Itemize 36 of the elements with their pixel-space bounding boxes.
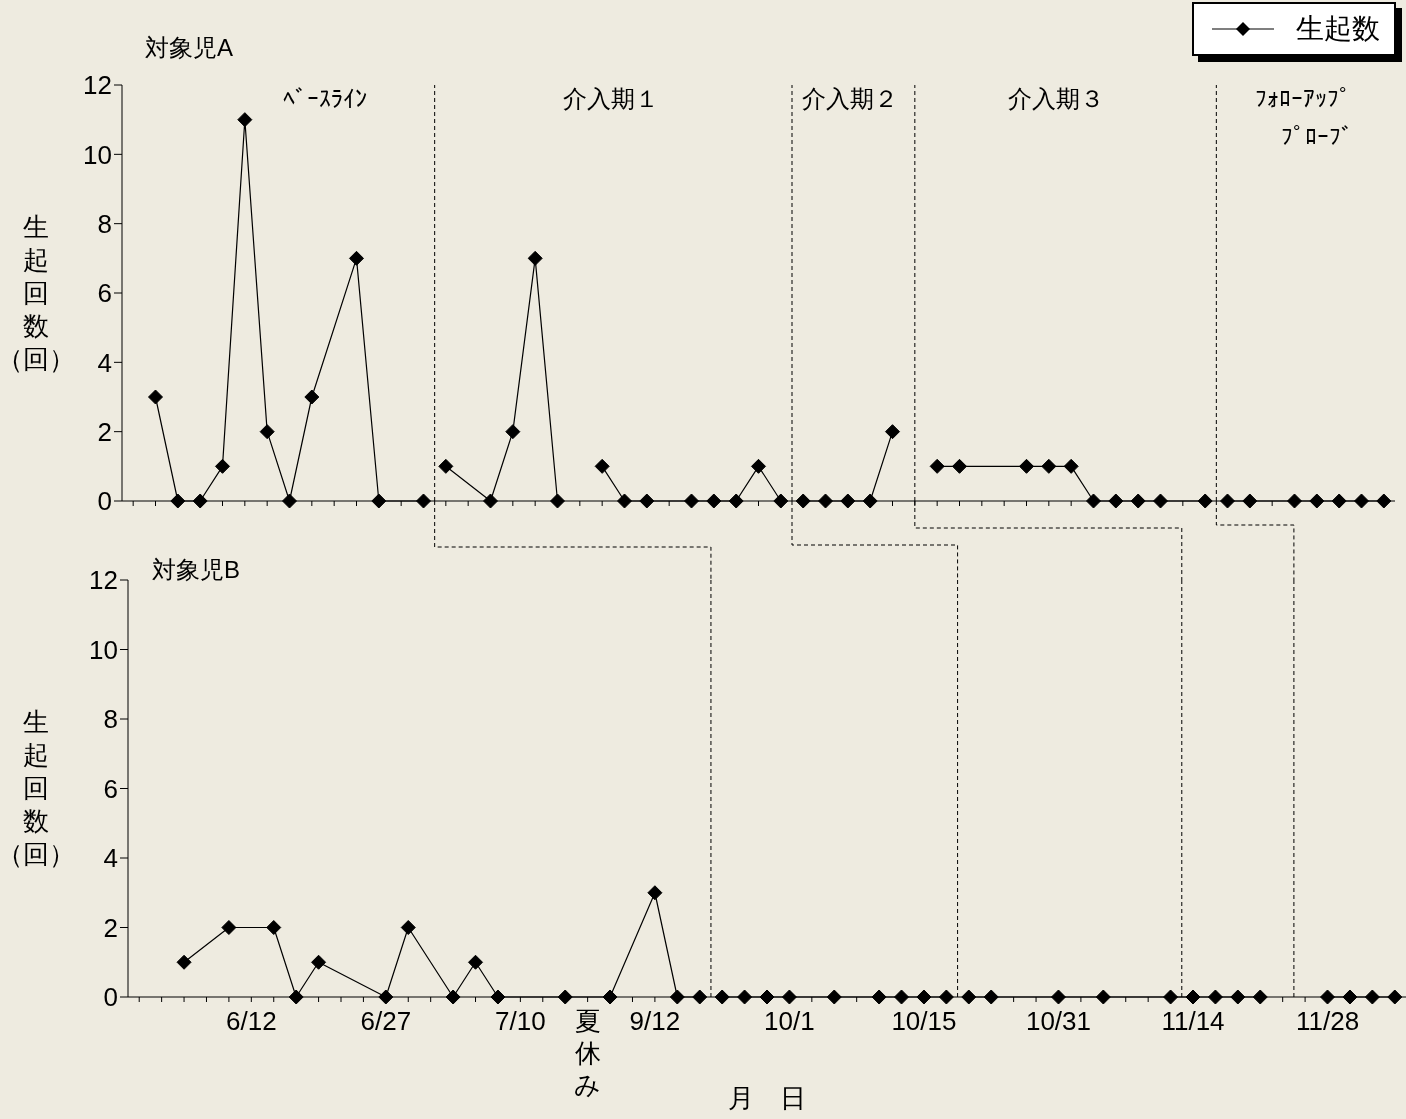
y-tick-label: 0	[103, 982, 118, 1013]
annotation: 介入期１	[562, 84, 661, 114]
y-tick-label: 10	[83, 139, 112, 170]
y-tick-label: 6	[103, 773, 118, 804]
y-tick-label: 12	[83, 70, 112, 101]
y-axis-title: 生起回数（回）	[0, 210, 75, 376]
x-tick-label: 6/27	[360, 1006, 412, 1036]
y-tick-label: 4	[103, 843, 118, 874]
y-tick-label: 2	[103, 912, 118, 943]
legend-label: 生起数	[1296, 12, 1380, 46]
x-tick-label: 夏休み	[574, 1006, 602, 1100]
y-tick-label: 0	[97, 486, 112, 517]
annotation: ﾌｫﾛｰｱｯﾌﾟ	[1254, 84, 1353, 114]
annotation: ﾍﾞｰｽﾗｲﾝ	[282, 84, 369, 114]
chart-title: 対象児A	[145, 33, 234, 63]
x-tick-label: 11/28	[1295, 1006, 1360, 1036]
x-tick-label: 10/15	[891, 1006, 957, 1036]
chart-title: 対象児B	[152, 555, 241, 585]
annotation: 介入期２	[801, 84, 900, 114]
x-tick-label: 10/31	[1025, 1006, 1092, 1036]
annotation: ﾌﾟﾛｰﾌﾞ	[1279, 122, 1354, 152]
y-tick-label: 6	[97, 278, 112, 309]
annotation: 介入期３	[1006, 84, 1105, 114]
y-axis-title: 生起回数（回）	[0, 706, 75, 871]
y-tick-label: 4	[97, 347, 112, 378]
y-tick-label: 10	[89, 634, 118, 665]
y-tick-label: 12	[89, 565, 118, 596]
y-tick-label: 2	[97, 416, 112, 447]
y-tick-label: 8	[97, 208, 112, 239]
y-tick-label: 8	[103, 704, 118, 735]
x-tick-label: 6/12	[226, 1006, 277, 1036]
x-tick-label: 9/12	[629, 1006, 681, 1036]
x-tick-label: 11/14	[1161, 1006, 1225, 1036]
x-tick-label: 10/1	[764, 1006, 815, 1036]
x-tick-label: 7/10	[495, 1006, 546, 1036]
x-axis-title: 月 日	[728, 1083, 806, 1113]
